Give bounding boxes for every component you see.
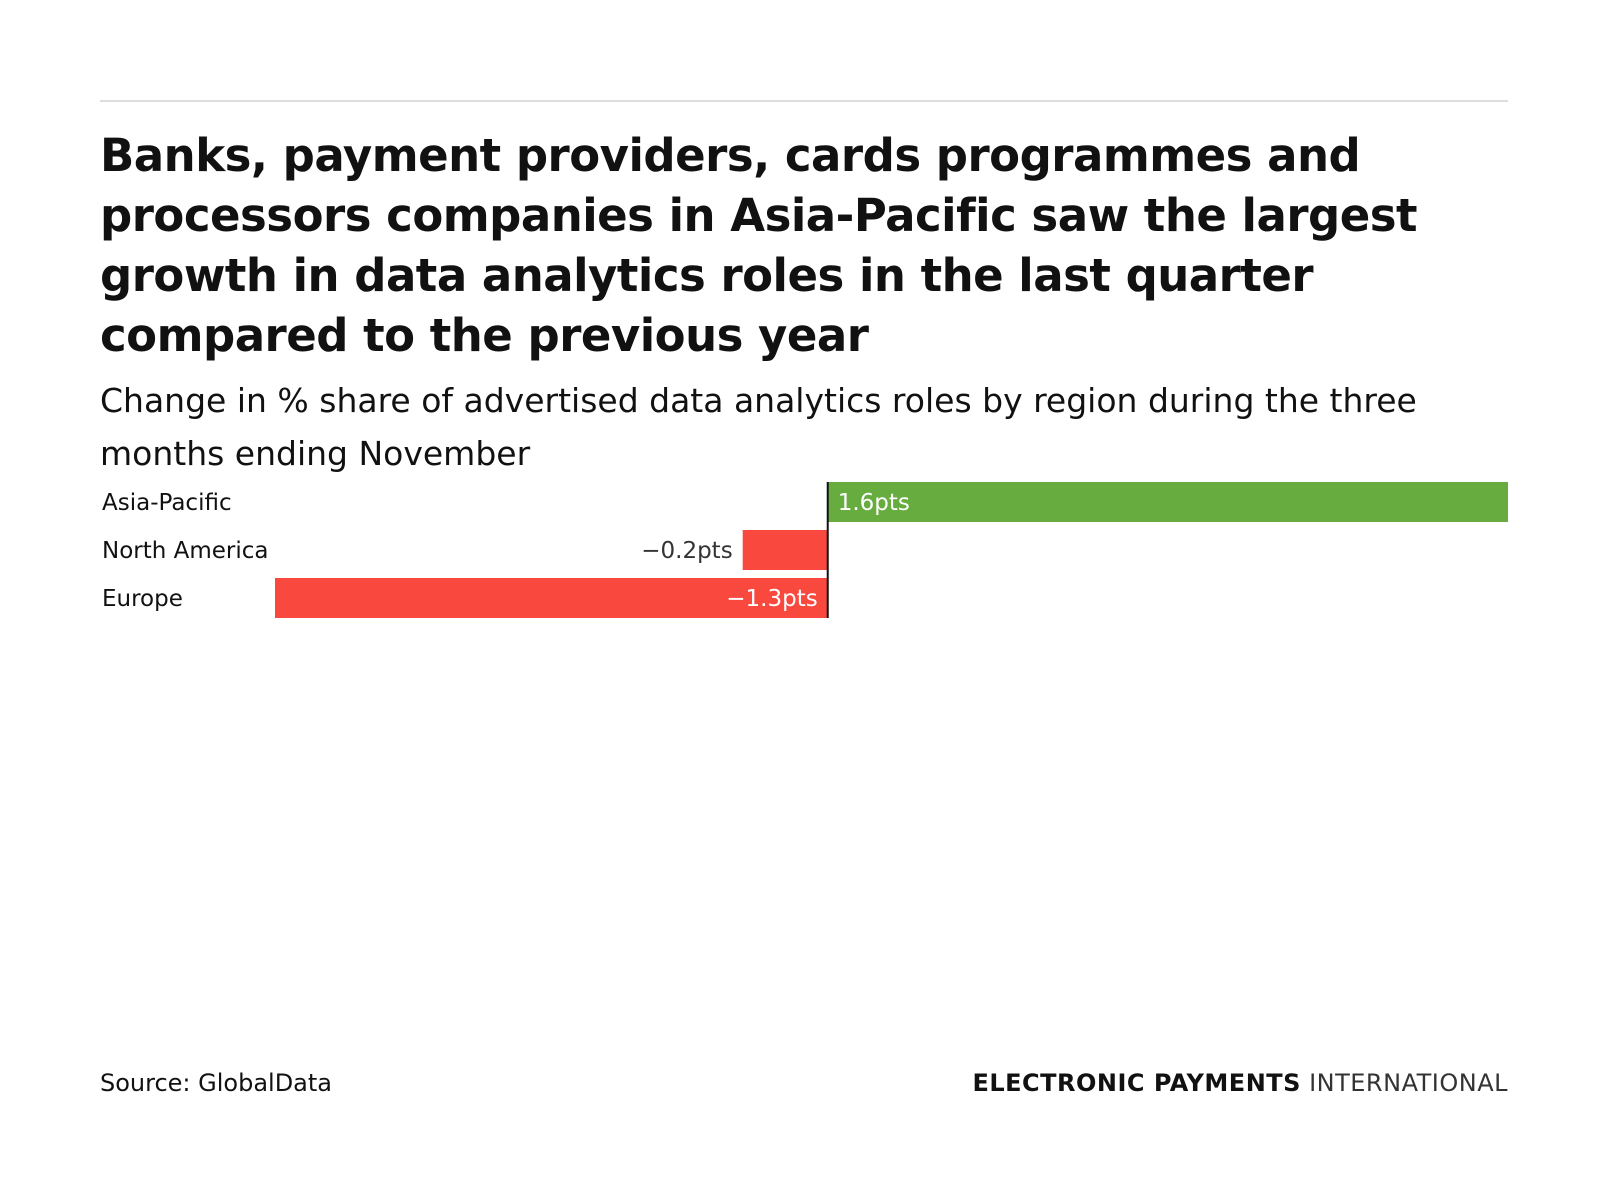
bar: [275, 578, 828, 618]
top-rule: [100, 100, 1508, 102]
category-label: North America: [102, 538, 269, 564]
brand-name-light: INTERNATIONAL: [1309, 1069, 1508, 1097]
category-label: Europe: [102, 586, 183, 612]
data-label: 1.6pts: [838, 490, 910, 516]
chart-title: Banks, payment providers, cards programm…: [100, 129, 1418, 362]
data-label: −0.2pts: [641, 538, 732, 564]
chart-subtitle: Change in % share of advertised data ana…: [100, 381, 1417, 473]
data-label: −1.3pts: [726, 586, 817, 612]
bar: [742, 530, 828, 570]
source-note: Source: GlobalData: [100, 1069, 333, 1097]
bar: [827, 482, 1508, 522]
category-label: Asia-Pacific: [102, 490, 232, 516]
brand-name-bold: ELECTRONIC PAYMENTS: [972, 1069, 1301, 1097]
bar-chart: Asia-Pacific 1.6pts North America −0.2pts Eu…: [102, 482, 1508, 618]
brand-logo: ELECTRONIC PAYMENTS INTERNATIONAL: [972, 1069, 1508, 1097]
